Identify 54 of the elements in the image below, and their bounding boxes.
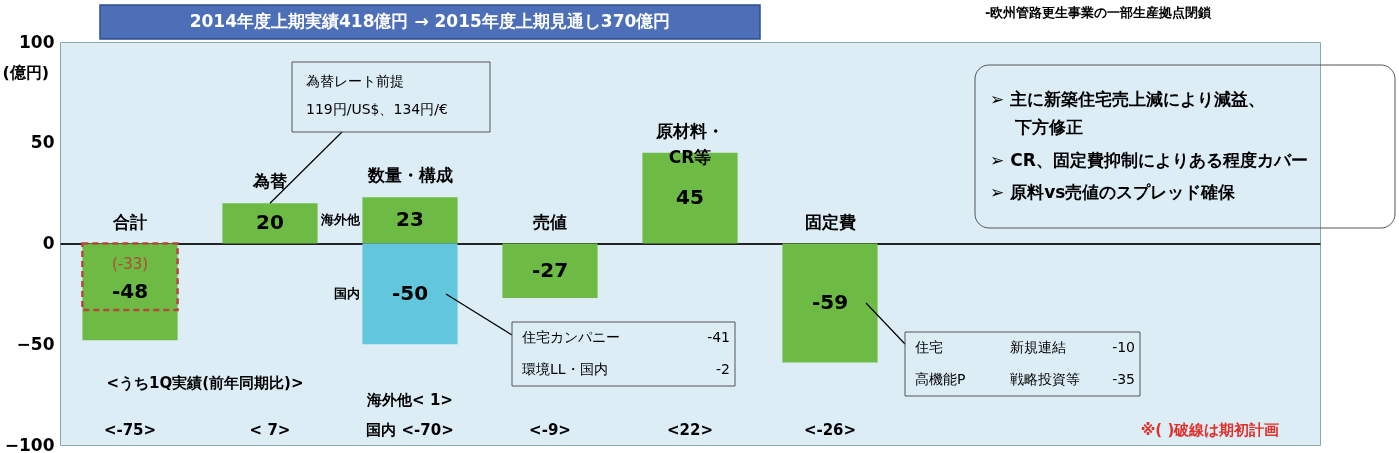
x-tick-label: 為替 [252, 171, 287, 192]
annotation: 海外他< 1> 国内 <-70> [366, 391, 454, 439]
annotation: -10 [1112, 339, 1135, 355]
annotation: < 7> [249, 421, 291, 439]
y-tick-label: 50 [30, 132, 55, 153]
y-tick-label: 100 [19, 31, 55, 52]
annotation: <-9> [529, 421, 571, 439]
data-label: -59 [811, 289, 849, 314]
data-label: -27 [531, 257, 569, 282]
annotation: 住宅カンパニー [521, 329, 620, 345]
bar [82, 243, 178, 341]
annotation: 環境LL・国内 [522, 361, 608, 377]
bar [782, 243, 878, 363]
annotation: ➢ CR、固定費抑制によりある程度カバー [990, 150, 1308, 170]
y-tick-label: 0 [42, 233, 55, 253]
annotation: -41 [707, 329, 730, 345]
x-tick-label: 固定費 [804, 211, 856, 232]
y-tick-label: −50 [16, 333, 55, 354]
annotation: <22> [666, 421, 714, 439]
annotation: 住宅 [914, 339, 943, 355]
annotation: -35 [1112, 371, 1135, 387]
x-tick-label: 数量・構成 [366, 165, 453, 186]
y-tick-label: −100 [4, 434, 55, 453]
annotation: <うち1Q実績(前年同期比)> [106, 374, 304, 392]
text: -欧州管路更生事業の一部生産拠点閉鎖 [985, 5, 1213, 20]
data-label: 45 [676, 185, 704, 210]
data-label: 23 [396, 207, 424, 232]
annotation: 下方修正 [1014, 117, 1083, 137]
x-tick-label: 原材料・ CR等 [655, 120, 724, 167]
x-tick-label: 売値 [533, 211, 567, 232]
data-label: 20 [256, 210, 284, 235]
annotation: 高機能P [915, 371, 966, 387]
series-label: 国内 [334, 285, 360, 301]
y-axis-title: (億円) [2, 62, 50, 82]
annotation: 新規連結 [1010, 339, 1066, 355]
annotation: 戦略投資等 [1010, 371, 1080, 387]
annotation: ➢ 主に新築住宅売上減により減益、 [990, 89, 1266, 109]
annotation: ➢ 原料vs売値のスプレッド確保 [990, 182, 1237, 202]
data-label: -48 [111, 278, 149, 303]
bar [81, 242, 179, 312]
annotation: <-75> [103, 421, 157, 439]
bar [222, 203, 318, 244]
bar [502, 243, 598, 298]
bar [362, 243, 458, 345]
series-label: 海外他 [320, 212, 361, 228]
annotation: -2 [716, 361, 730, 377]
data-label: (-33) [111, 254, 149, 273]
annotation: ※( )破線は期初計画 [1140, 421, 1280, 439]
annotation: 為替レート前提 119円/US$、134円/€ [306, 73, 448, 117]
chart-title: 2014年度上期実績418億円 → 2015年度上期見通し370億円 [189, 11, 671, 31]
x-tick-label: 合計 [112, 211, 147, 232]
bar [362, 197, 458, 244]
annotation: <-26> [803, 421, 857, 439]
data-label: -50 [391, 280, 429, 305]
